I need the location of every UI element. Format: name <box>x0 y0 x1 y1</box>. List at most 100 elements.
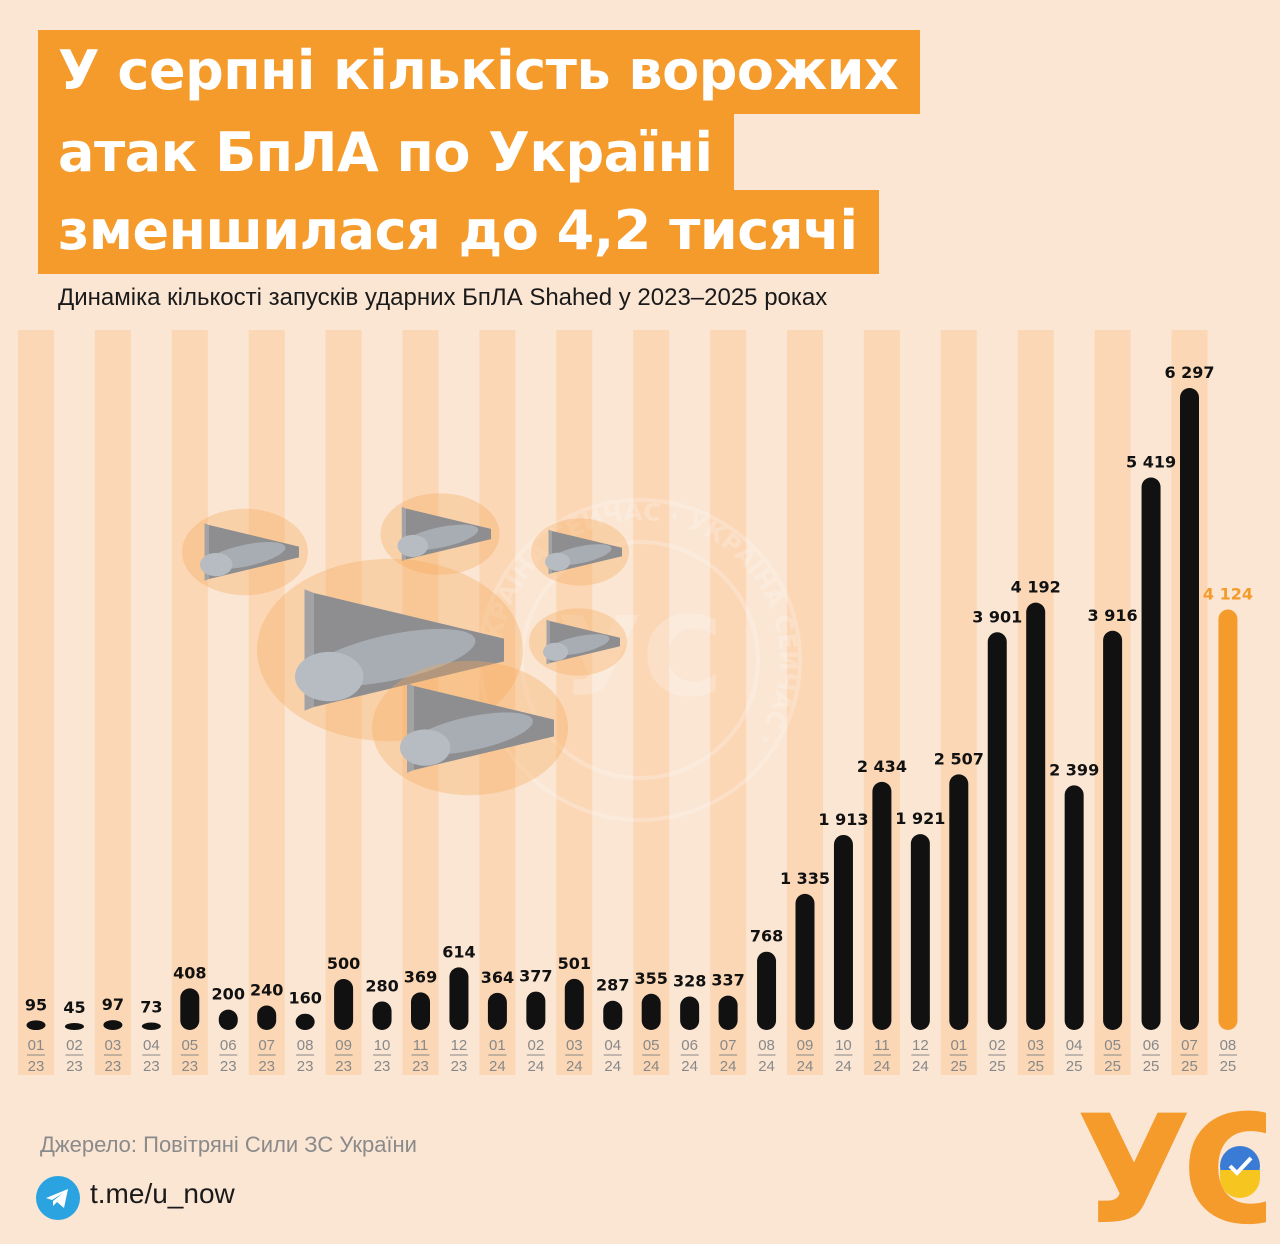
telegram-icon[interactable] <box>36 1176 80 1220</box>
telegram-link[interactable]: t.me/u_now <box>90 1178 235 1209</box>
bar-value-label: 501 <box>558 954 591 973</box>
x-tick-month: 04 <box>143 1037 160 1054</box>
bar-value-label: 1 921 <box>895 809 945 828</box>
column-stripe <box>633 330 670 1075</box>
source-note: Джерело: Повітряні Сили ЗС України <box>40 1132 417 1157</box>
x-tick-month: 09 <box>797 1037 814 1054</box>
bar-value-label: 377 <box>519 967 552 986</box>
shahed-drone-icon <box>380 493 500 575</box>
bar <box>64 1023 84 1030</box>
shahed-drone-icon <box>372 660 568 796</box>
title-line-1: У серпні кількість ворожих <box>38 30 921 114</box>
bar <box>1103 630 1123 1030</box>
x-tick-month: 08 <box>758 1037 775 1054</box>
x-tick-month: 10 <box>374 1037 391 1054</box>
bar <box>103 1020 123 1030</box>
x-tick-year: 24 <box>912 1058 929 1075</box>
x-tick-month: 04 <box>604 1037 621 1054</box>
column-stripe <box>94 330 131 1075</box>
x-tick-month: 05 <box>643 1037 660 1054</box>
bar <box>1026 602 1046 1030</box>
bar <box>910 834 930 1030</box>
x-tick-month: 06 <box>1143 1037 1160 1054</box>
bar <box>949 774 969 1030</box>
x-tick-year: 23 <box>451 1058 468 1075</box>
x-tick-year: 24 <box>720 1058 737 1075</box>
bar <box>603 1000 623 1030</box>
x-tick-year: 25 <box>1027 1058 1044 1075</box>
x-tick-year: 24 <box>797 1058 814 1075</box>
bar <box>180 988 200 1030</box>
watermark-initials: УС <box>557 593 723 721</box>
bar-value-label: 2 434 <box>857 757 907 776</box>
x-tick-year: 25 <box>1143 1058 1160 1075</box>
bar-value-label: 768 <box>750 927 783 946</box>
column-stripe <box>710 330 747 1075</box>
x-tick-month: 06 <box>681 1037 698 1054</box>
bar <box>334 979 354 1030</box>
x-tick-month: 12 <box>912 1037 929 1054</box>
bar-value-label: 4 124 <box>1203 585 1253 604</box>
x-tick-year: 25 <box>1181 1058 1198 1075</box>
shahed-drone-icon <box>529 608 627 676</box>
bar-value-label: 280 <box>365 976 398 995</box>
bar <box>449 967 469 1030</box>
bar-value-label: 6 297 <box>1164 363 1214 382</box>
bar <box>1180 388 1199 1030</box>
bar-value-label: 408 <box>173 963 206 982</box>
bar <box>1064 785 1084 1030</box>
bar-value-label: 614 <box>442 942 475 961</box>
shahed-drone-icon <box>257 558 523 742</box>
x-tick-year: 25 <box>1220 1058 1237 1075</box>
bar-value-label: 287 <box>596 976 629 995</box>
x-tick-year: 24 <box>758 1058 775 1075</box>
x-tick-year: 25 <box>950 1058 967 1075</box>
x-tick-month: 04 <box>1066 1037 1083 1054</box>
x-tick-month: 03 <box>105 1037 122 1054</box>
x-tick-year: 24 <box>604 1058 621 1075</box>
x-tick-month: 01 <box>489 1037 506 1054</box>
title-line-3: зменшилася до 4,2 тисячі <box>38 190 880 274</box>
bar-value-label: 2 507 <box>934 749 984 768</box>
bar <box>141 1022 161 1030</box>
x-tick-year: 23 <box>258 1058 275 1075</box>
tick-labels-layer: 01 23 02 23 03 23 04 23 05 23 06 23 07 23 08 23 09 23 10 23… <box>27 1037 1237 1075</box>
x-tick-month: 02 <box>989 1037 1006 1054</box>
x-tick-month: 07 <box>258 1037 275 1054</box>
bar <box>757 951 777 1030</box>
x-tick-year: 23 <box>143 1058 160 1075</box>
column-stripe <box>556 330 593 1075</box>
bar <box>833 834 853 1030</box>
bar-value-label: 160 <box>288 989 321 1008</box>
x-tick-year: 24 <box>835 1058 852 1075</box>
bar-value-label: 5 419 <box>1126 453 1176 472</box>
x-tick-month: 01 <box>28 1037 45 1054</box>
x-tick-month: 12 <box>451 1037 468 1054</box>
bar <box>257 1005 277 1030</box>
bar <box>641 993 661 1030</box>
chart-subtitle: Динаміка кількості запусків ударних БпЛА… <box>58 284 828 311</box>
x-tick-year: 24 <box>643 1058 660 1075</box>
x-tick-month: 02 <box>66 1037 83 1054</box>
x-tick-month: 09 <box>335 1037 352 1054</box>
bar <box>1218 609 1238 1030</box>
bar-value-label: 4 192 <box>1011 578 1061 597</box>
bar <box>872 781 892 1030</box>
x-tick-year: 24 <box>681 1058 698 1075</box>
bar-value-label: 3 916 <box>1088 606 1138 625</box>
bar-value-label: 369 <box>404 967 437 986</box>
bar-value-label: 364 <box>481 968 514 987</box>
x-tick-year: 23 <box>412 1058 429 1075</box>
bar-value-label: 1 335 <box>780 869 830 888</box>
uc-logo-icon: УС <box>1076 1100 1266 1232</box>
bar <box>372 1001 392 1030</box>
x-tick-year: 23 <box>105 1058 122 1075</box>
x-tick-year: 23 <box>181 1058 198 1075</box>
bar <box>487 992 507 1030</box>
x-tick-year: 24 <box>566 1058 583 1075</box>
bar <box>1141 477 1161 1030</box>
bar-value-label: 200 <box>212 985 245 1004</box>
column-stripe <box>248 330 285 1075</box>
x-tick-year: 23 <box>220 1058 237 1075</box>
bar <box>295 1013 315 1030</box>
